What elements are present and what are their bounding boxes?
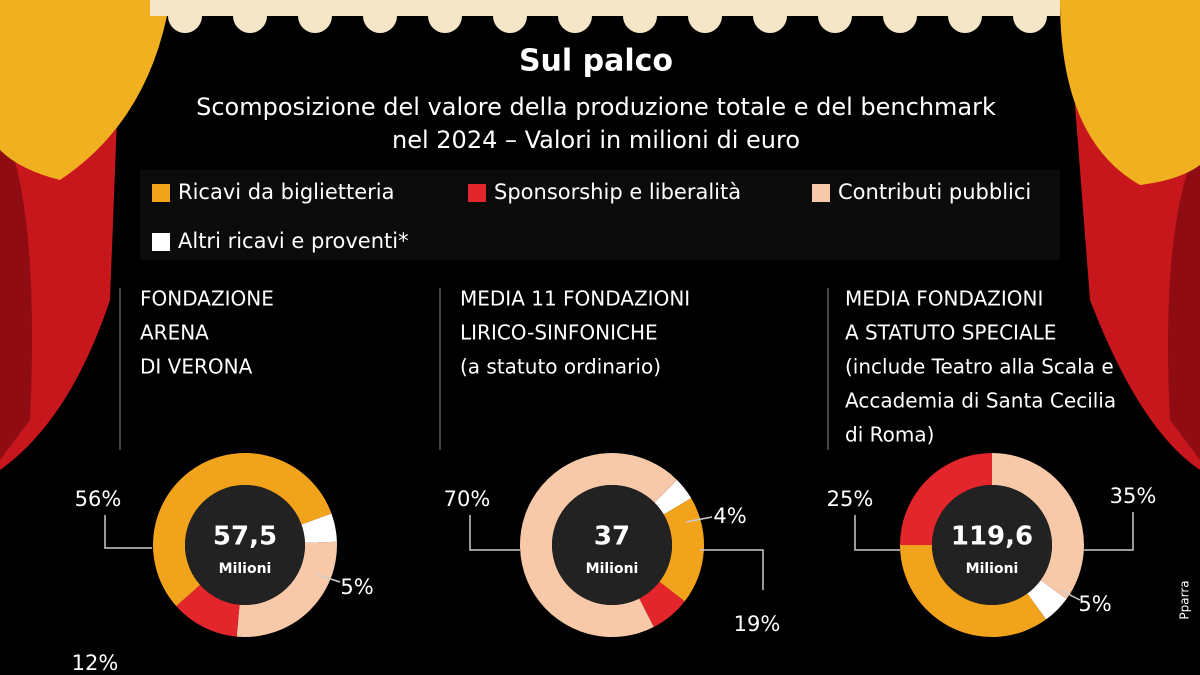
leader-line bbox=[685, 516, 713, 523]
curtain-left-fold bbox=[0, 120, 32, 460]
legend-swatch bbox=[812, 184, 830, 202]
donut-slice bbox=[639, 581, 685, 627]
mask-left bbox=[0, 0, 170, 180]
scallops bbox=[150, 0, 1060, 33]
legend-label: Contributi pubblici bbox=[838, 180, 1031, 204]
chart-title: MEDIA 11 FONDAZIONI bbox=[460, 287, 690, 311]
donut-slice bbox=[301, 513, 337, 543]
curtain-right-fold bbox=[1168, 140, 1200, 460]
center-value: 119,6 bbox=[951, 522, 1033, 552]
chart-title: (include Teatro alla Scala e bbox=[845, 355, 1114, 379]
center-value: 57,5 bbox=[213, 522, 277, 552]
legend-label: Ricavi da biglietteria bbox=[178, 180, 394, 204]
chart-title: LIRICO-SINFONICHE bbox=[460, 321, 658, 345]
legend-label: Altri ricavi e proventi* bbox=[178, 229, 409, 253]
value-label: 19% bbox=[734, 612, 781, 636]
donut-slice bbox=[236, 541, 338, 637]
value-label: 5% bbox=[1078, 592, 1111, 616]
donut-center bbox=[932, 485, 1052, 605]
donut-slice bbox=[900, 453, 992, 545]
title: Sul palco bbox=[519, 44, 673, 79]
donut-slice bbox=[654, 479, 692, 515]
value-label: 12% bbox=[72, 651, 119, 675]
donut-slice bbox=[520, 452, 678, 638]
chart-title: di Roma) bbox=[845, 423, 934, 447]
legend-swatch bbox=[468, 184, 486, 202]
value-label: 4% bbox=[713, 504, 746, 528]
value-label: 35% bbox=[1110, 484, 1157, 508]
chart-title: DI VERONA bbox=[140, 355, 253, 379]
credit: Pparra bbox=[1178, 580, 1192, 619]
center-value: 37 bbox=[594, 522, 630, 552]
donut-slice bbox=[176, 584, 240, 637]
chart-title: ARENA bbox=[140, 321, 209, 345]
legend-swatch bbox=[152, 233, 170, 251]
chart-title: A STATUTO SPECIALE bbox=[845, 321, 1056, 345]
chart-title: (a statuto ordinario) bbox=[460, 355, 661, 379]
leader-line bbox=[1084, 512, 1134, 551]
subtitle: Scomposizione del valore della produzion… bbox=[196, 93, 996, 121]
value-label: 5% bbox=[340, 575, 373, 599]
value-label: 70% bbox=[444, 487, 491, 511]
chart-title: FONDAZIONE bbox=[140, 287, 274, 311]
leader-line bbox=[1059, 589, 1081, 601]
leader-line bbox=[854, 515, 900, 551]
legend-label: Sponsorship e liberalità bbox=[494, 180, 741, 204]
donut-slice bbox=[1027, 580, 1067, 620]
donut-slice bbox=[900, 545, 1047, 638]
donut-center bbox=[552, 485, 672, 605]
legend-box bbox=[140, 170, 1060, 260]
leader-line bbox=[104, 515, 152, 549]
chart-title: Accademia di Santa Cecilia bbox=[845, 389, 1116, 413]
center-unit: Milioni bbox=[586, 561, 639, 577]
leader-line bbox=[317, 574, 341, 583]
leader-line bbox=[469, 515, 520, 551]
center-unit: Milioni bbox=[966, 561, 1019, 577]
value-label: 25% bbox=[827, 487, 874, 511]
donut-slice bbox=[992, 453, 1084, 600]
donut-slice bbox=[153, 453, 332, 607]
subtitle: nel 2024 – Valori in milioni di euro bbox=[392, 126, 800, 154]
mask-right bbox=[1060, 0, 1200, 185]
donut-slice bbox=[659, 498, 704, 602]
leader-line bbox=[700, 549, 764, 590]
center-unit: Milioni bbox=[219, 561, 272, 577]
chart-title: MEDIA FONDAZIONI bbox=[845, 287, 1043, 311]
donut-center bbox=[185, 485, 305, 605]
value-label: 56% bbox=[75, 487, 122, 511]
legend-swatch bbox=[152, 184, 170, 202]
